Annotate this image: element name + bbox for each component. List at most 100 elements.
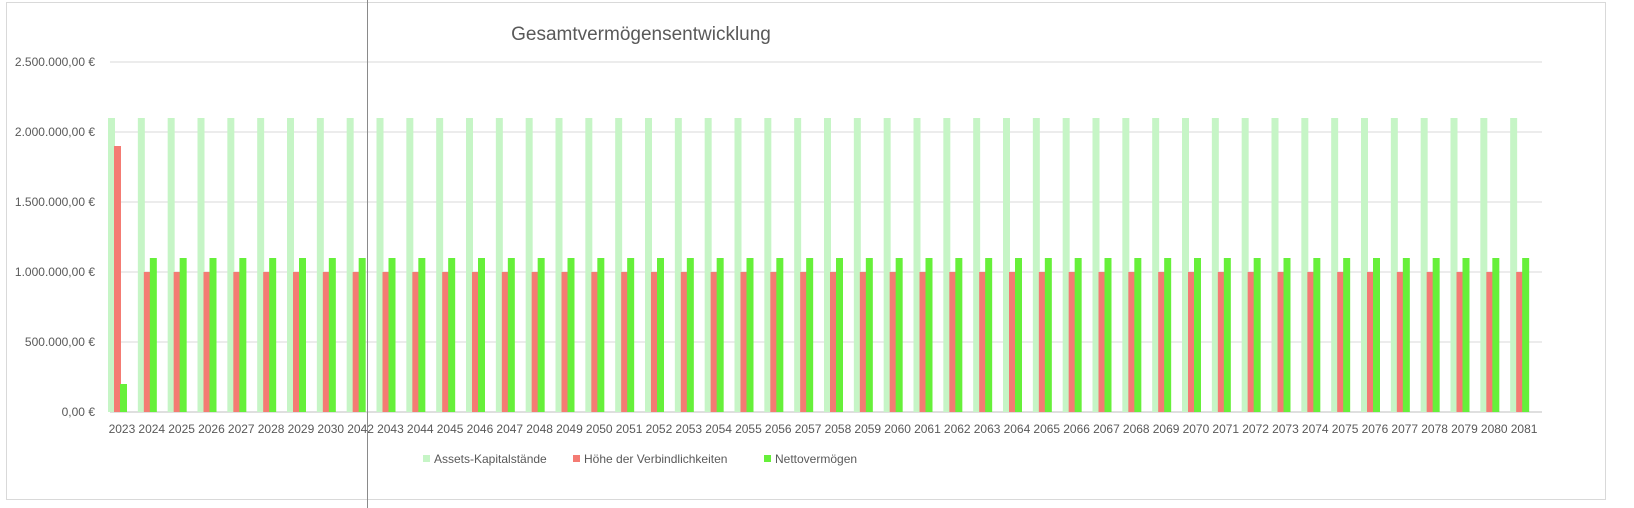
- x-tick-label: 2046: [467, 422, 494, 436]
- bar: [1283, 258, 1291, 412]
- bar: [1038, 272, 1046, 412]
- x-tick-label: 2061: [914, 422, 941, 436]
- bar: [1062, 118, 1070, 412]
- bar: [1247, 272, 1255, 412]
- bar: [1194, 258, 1201, 412]
- bar: [1486, 272, 1494, 412]
- x-tick-label: 2070: [1183, 422, 1210, 436]
- bar: [883, 118, 891, 412]
- x-tick-label: 2054: [705, 422, 732, 436]
- bar: [1044, 258, 1052, 412]
- bar: [895, 258, 903, 412]
- bar: [949, 272, 957, 412]
- bar: [1337, 272, 1345, 412]
- bar: [233, 272, 241, 412]
- bar: [627, 258, 635, 412]
- bar: [1164, 258, 1172, 412]
- x-tick-label: 2079: [1451, 422, 1478, 436]
- bar: [585, 118, 593, 412]
- bar: [1396, 272, 1404, 412]
- x-tick-label: 2028: [258, 422, 285, 436]
- bar: [764, 118, 772, 412]
- bar: [657, 258, 664, 412]
- x-tick-label: 2062: [944, 422, 971, 436]
- bar: [1373, 258, 1380, 412]
- bar: [913, 118, 921, 412]
- legend-swatch: [573, 455, 580, 462]
- bar: [591, 272, 599, 412]
- bar: [651, 272, 658, 412]
- bar: [615, 118, 623, 412]
- bar: [1307, 272, 1315, 412]
- bar: [1223, 258, 1231, 412]
- bar: [1522, 258, 1530, 412]
- x-tick-label: 2066: [1063, 422, 1090, 436]
- bar: [1492, 258, 1500, 412]
- x-tick-label: 2078: [1421, 422, 1448, 436]
- x-tick-label: 2060: [884, 422, 911, 436]
- bar: [322, 272, 330, 412]
- x-tick-label: 2048: [526, 422, 553, 436]
- bar: [686, 258, 694, 412]
- x-tick-label: 2029: [288, 422, 315, 436]
- window-split-divider[interactable]: [367, 0, 368, 508]
- bar: [406, 118, 414, 412]
- y-tick-label: 1.500.000,00 €: [15, 195, 95, 209]
- bar: [1104, 258, 1112, 412]
- bar: [1122, 118, 1130, 412]
- bar: [746, 258, 754, 412]
- bar: [1462, 258, 1470, 412]
- bar: [1015, 258, 1022, 412]
- legend-swatch: [423, 455, 430, 462]
- bar: [442, 272, 450, 412]
- bar: [388, 258, 396, 412]
- bar: [1074, 258, 1082, 412]
- x-tick-label: 2051: [616, 422, 643, 436]
- bar: [1480, 118, 1488, 412]
- legend-swatch: [764, 455, 771, 462]
- bar: [1420, 118, 1428, 412]
- bar: [412, 272, 420, 412]
- bar: [1402, 258, 1410, 412]
- bar: [418, 258, 426, 412]
- bar: [173, 272, 181, 412]
- x-tick-label: 2058: [825, 422, 852, 436]
- bar: [1092, 118, 1100, 412]
- bar: [925, 258, 933, 412]
- bar: [1277, 272, 1285, 412]
- chart-area: [6, 2, 1606, 500]
- bar: [328, 258, 336, 412]
- bar: [358, 258, 366, 412]
- y-tick-label: 2.000.000,00 €: [15, 125, 95, 139]
- bar: [1432, 258, 1440, 412]
- bar: [352, 272, 360, 412]
- x-tick-label: 2059: [854, 422, 881, 436]
- bar: [567, 258, 575, 412]
- bar: [436, 118, 444, 412]
- y-tick-label: 1.000.000,00 €: [15, 265, 95, 279]
- bar: [1098, 272, 1106, 412]
- bar: [865, 258, 873, 412]
- x-tick-label: 2055: [735, 422, 762, 436]
- bar: [149, 258, 157, 412]
- bar: [704, 118, 712, 412]
- bar: [1456, 272, 1464, 412]
- bar: [1331, 118, 1339, 412]
- bar: [1426, 272, 1434, 412]
- bar: [1450, 118, 1458, 412]
- x-tick-label: 2071: [1212, 422, 1239, 436]
- bar: [1128, 272, 1136, 412]
- bar: [1152, 118, 1160, 412]
- legend-label: Höhe der Verbindlichkeiten: [584, 452, 727, 466]
- bar: [448, 258, 456, 412]
- bar: [346, 118, 354, 412]
- bar: [167, 118, 175, 412]
- bar: [561, 272, 569, 412]
- bar: [955, 258, 963, 412]
- bar: [597, 258, 605, 412]
- bar: [889, 272, 897, 412]
- bar: [1068, 272, 1076, 412]
- bar: [257, 118, 265, 412]
- bar: [853, 118, 861, 412]
